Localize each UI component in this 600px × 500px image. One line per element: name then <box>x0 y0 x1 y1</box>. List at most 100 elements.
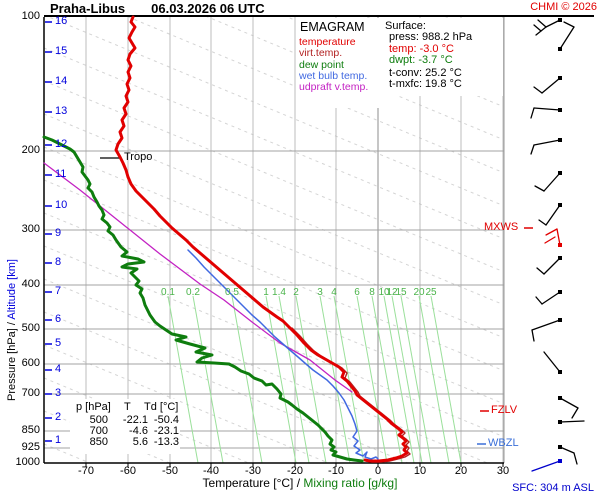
legend-title: EMAGRAM <box>300 20 365 34</box>
wind-barb <box>531 319 561 331</box>
mixing-ratio-line <box>391 295 423 463</box>
wind-barb <box>559 446 575 454</box>
mixing-ratio-line <box>356 295 388 463</box>
mixing-ratio-label: 0.1 <box>161 287 175 298</box>
altitude-tick-label: 6 <box>55 313 62 325</box>
x-axis-label-temperature: Temperature [°C] / <box>202 476 304 490</box>
mixing-ratio-label: 20 <box>413 287 425 298</box>
surface-data-row: t-mxfc: 19.8 °C <box>389 78 462 90</box>
surface-data-row: press: 988.2 hPa <box>389 31 473 43</box>
surface-data-row: dwpt: -3.7 °C <box>389 54 453 66</box>
wind-barb <box>545 228 558 236</box>
wet-bulb-zero-label: WBZL <box>488 437 519 449</box>
wind-barb <box>530 107 535 119</box>
altitude-tick-label: 10 <box>55 199 68 211</box>
mixing-ratio-line <box>192 295 224 463</box>
station-elevation: SFC: 304 m ASL <box>512 482 594 494</box>
temperature-tick-label: -40 <box>203 465 219 477</box>
wind-barb <box>533 86 543 94</box>
wind-barb <box>533 24 542 32</box>
wind-barb <box>563 21 575 28</box>
mixing-ratio-label: 2 <box>293 287 299 298</box>
temperature-tick-label: -10 <box>328 465 344 477</box>
wind-barb <box>559 420 585 423</box>
altitude-tick-label: 12 <box>55 138 68 150</box>
pressure-tick-label: 700 <box>21 387 40 399</box>
table-cell: 500 <box>89 414 108 426</box>
mixing-ratio-label: 25 <box>425 287 437 298</box>
surface-box-title: Surface: <box>385 20 426 32</box>
pressure-tick-label: 100 <box>21 10 40 22</box>
legend-entry: dew point <box>299 58 344 71</box>
wind-barb <box>533 107 561 111</box>
mixing-ratio-label: 4 <box>331 287 337 298</box>
legend-entry: virt.temp. <box>299 47 343 60</box>
table-cell: 5.6 <box>132 436 148 448</box>
dry-adiabat-line <box>44 278 489 463</box>
legend-entry: udpraft v.temp. <box>299 81 369 94</box>
mixing-ratio-line <box>400 295 432 463</box>
wind-barb <box>545 204 561 226</box>
mixing-ratio-label: 15 <box>395 287 407 298</box>
altitude-tick-label: 2 <box>55 411 62 423</box>
legend-box <box>296 18 380 108</box>
table-header-cell: Td [°C] <box>144 401 179 413</box>
altitude-tick-label: 3 <box>55 387 62 399</box>
wind-barb <box>545 19 561 28</box>
dry-adiabat-line <box>44 113 504 306</box>
surface-box <box>380 18 503 96</box>
pressure-tick-label: 925 <box>21 441 40 453</box>
dry-adiabat-line <box>44 245 504 438</box>
altitude-tick-label: 9 <box>55 227 62 239</box>
pressure-tick-label: 400 <box>21 278 40 290</box>
wind-barb <box>543 351 561 373</box>
mixing-ratio-label: 1 <box>263 287 269 298</box>
altitude-tick-label: 8 <box>55 256 62 268</box>
dry-adiabat-line <box>44 212 504 405</box>
temperature-tick-label: -60 <box>120 465 136 477</box>
dry-adiabat-line <box>44 80 504 273</box>
mixing-ratio-line <box>333 295 365 463</box>
altitude-tick-label: 13 <box>55 105 68 117</box>
altitude-tick-label: 5 <box>55 337 62 349</box>
wind-barb <box>531 460 561 472</box>
pressure-tick-label: 200 <box>21 144 40 156</box>
altitude-tick-label: 11 <box>55 168 67 180</box>
temperature-tick-label: -70 <box>78 465 94 477</box>
wind-barb <box>544 236 556 244</box>
temperature-tick-label: -50 <box>162 465 178 477</box>
wet-bulb-curve <box>187 249 379 460</box>
wind-barb <box>559 397 579 409</box>
pressure-tick-label: 600 <box>21 357 40 369</box>
table-cell: -4.6 <box>129 425 148 437</box>
copyright-notice: CHMI © 2026 <box>530 1 597 13</box>
station-name: Praha-Libus <box>50 1 126 16</box>
dry-adiabat-line <box>206 17 504 141</box>
mixing-ratio-label: 3 <box>317 287 323 298</box>
wind-barb <box>534 185 545 192</box>
dry-adiabat-line <box>44 179 504 372</box>
table-header-cell: T <box>124 401 131 413</box>
wind-barb <box>541 77 561 94</box>
dry-adiabat-line <box>44 146 504 339</box>
altitude-tick-label: 7 <box>55 285 62 297</box>
table-cell: -13.3 <box>153 436 179 448</box>
wind-barb <box>537 19 547 28</box>
x-axis-label: Temperature [°C] / Mixing ratio [g/kg] <box>140 476 460 490</box>
wind-barb <box>571 407 579 419</box>
temperature-tick-label: -30 <box>245 465 261 477</box>
sounding-datetime: 06.03.2026 06 UTC <box>151 1 265 16</box>
altitude-tick-label: 1 <box>55 434 62 446</box>
mixing-ratio-label: 10 <box>378 287 390 298</box>
wind-barb <box>531 329 535 342</box>
wind-barb <box>536 267 545 275</box>
updraft-virtual-temp-curve <box>43 162 353 393</box>
temperature-tick-label: -20 <box>287 465 303 477</box>
pressure-tick-label: 850 <box>21 424 40 436</box>
wind-barb <box>530 144 535 155</box>
table-cell: -22.1 <box>122 414 148 426</box>
temperature-tick-label: 0 <box>374 465 382 477</box>
legend-entry: wet bulb temp. <box>299 69 368 82</box>
dry-adiabat-line <box>127 17 504 174</box>
mixing-ratio-line <box>418 295 450 463</box>
